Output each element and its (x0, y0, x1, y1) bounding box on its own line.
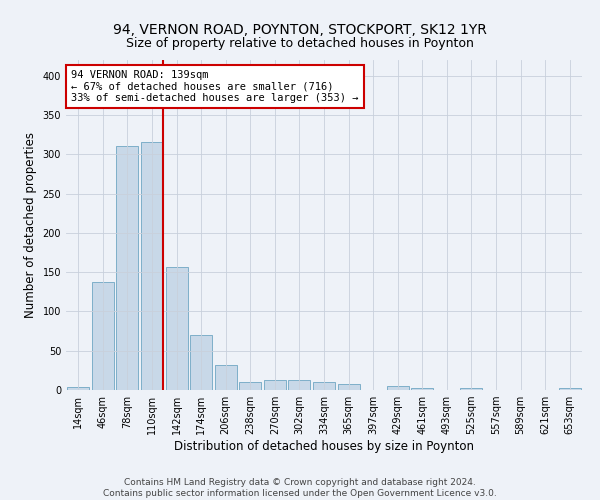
Bar (92, 282, 114, 390)
Bar (239, 382, 262, 390)
Bar (141, 142, 163, 390)
Bar (386, 386, 409, 390)
Bar (411, 388, 433, 390)
Y-axis label: Number of detached properties: Number of detached properties (24, 132, 37, 318)
Bar (338, 384, 359, 390)
Text: Contains HM Land Registry data © Crown copyright and database right 2024.
Contai: Contains HM Land Registry data © Crown c… (103, 478, 497, 498)
Text: 94 VERNON ROAD: 139sqm
← 67% of detached houses are smaller (716)
33% of semi-de: 94 VERNON ROAD: 139sqm ← 67% of detached… (71, 70, 359, 103)
Bar (289, 380, 310, 390)
Bar (215, 365, 237, 390)
Bar (116, 146, 139, 390)
Text: Size of property relative to detached houses in Poynton: Size of property relative to detached ho… (126, 38, 474, 51)
Bar (264, 380, 286, 390)
Text: 94, VERNON ROAD, POYNTON, STOCKPORT, SK12 1YR: 94, VERNON ROAD, POYNTON, STOCKPORT, SK1… (113, 22, 487, 36)
Bar (67, 387, 89, 390)
Bar (559, 388, 581, 390)
Bar (166, 266, 188, 390)
Bar (190, 335, 212, 390)
Bar (460, 388, 482, 390)
Bar (313, 382, 335, 390)
X-axis label: Distribution of detached houses by size in Poynton: Distribution of detached houses by size … (174, 440, 474, 453)
